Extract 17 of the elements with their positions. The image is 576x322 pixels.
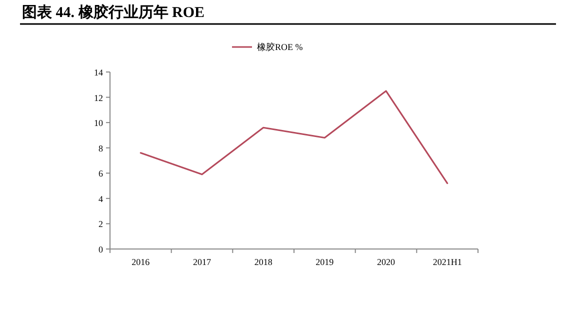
y-tick-label: 8 xyxy=(98,143,104,154)
y-tick-label: 14 xyxy=(94,68,104,78)
y-tick-label: 12 xyxy=(94,92,103,103)
chart-title: 图表 44. 橡胶行业历年 ROE xyxy=(22,3,205,21)
x-tick-label: 2018 xyxy=(254,257,273,267)
line-series xyxy=(140,90,448,184)
y-tick-label: 10 xyxy=(94,118,104,128)
x-tick-label: 2019 xyxy=(316,257,334,267)
x-tick-label: 2016 xyxy=(132,257,150,267)
y-tick-label: 4 xyxy=(98,194,104,204)
x-tick-label: 2020 xyxy=(377,257,396,267)
y-tick-label: 6 xyxy=(98,168,104,179)
legend-label: 橡胶ROE % xyxy=(257,42,304,52)
y-tick-label: 0 xyxy=(98,244,104,254)
x-tick-label: 2021H1 xyxy=(432,257,462,267)
y-tick-label: 2 xyxy=(98,219,103,230)
x-tick-label: 2017 xyxy=(193,257,212,267)
